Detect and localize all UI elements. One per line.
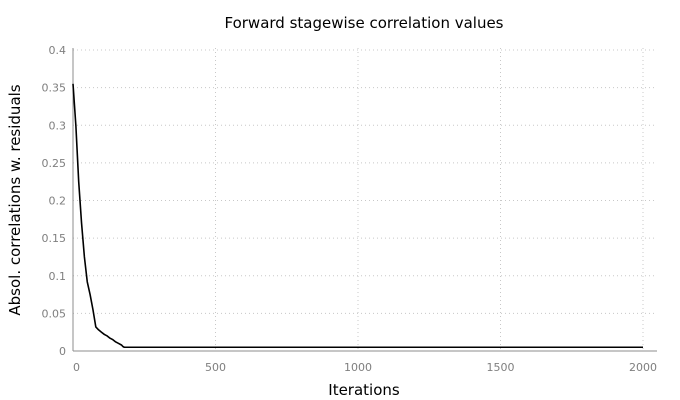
y-tick-label: 0: [59, 345, 66, 358]
y-tick-label: 0.1: [49, 270, 67, 283]
y-tick-label: 0.4: [49, 44, 67, 57]
x-tick-label: 1500: [487, 361, 515, 374]
x-axis-label: Iterations: [328, 381, 400, 399]
series-lines: [72, 83, 643, 349]
x-tick-label: 0: [73, 361, 80, 374]
series-line: [72, 83, 643, 349]
chart-title: Forward stagewise correlation values: [224, 14, 503, 32]
y-tick-label: 0.15: [42, 232, 67, 245]
x-tick-label: 500: [205, 361, 226, 374]
y-tick-label: 0.05: [42, 307, 67, 320]
y-tick-label: 0.3: [49, 119, 67, 132]
x-tick-label: 2000: [629, 361, 657, 374]
axes: [72, 48, 657, 352]
y-tick-label: 0.2: [49, 195, 67, 208]
x-tick-label: 1000: [344, 361, 372, 374]
y-axis-label: Absol. correlations w. residuals: [6, 84, 24, 315]
grid-lines: [73, 48, 657, 351]
y-tick-label: 0.25: [42, 157, 67, 170]
y-tick-label: 0.35: [42, 82, 67, 95]
tick-labels: 0 0.05 0.1 0.15 0.2 0.25 0.3 0.35 0.4 0 500 1000 150…: [42, 44, 658, 374]
